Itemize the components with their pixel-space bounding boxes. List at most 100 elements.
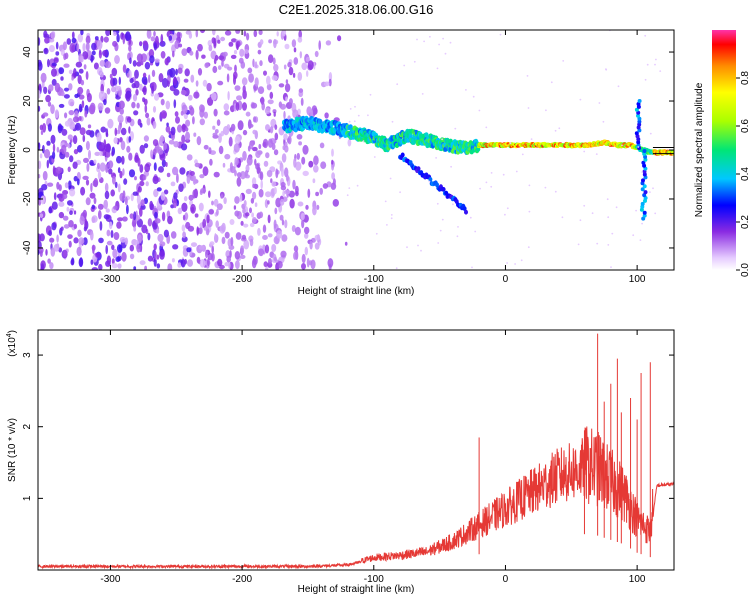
spectrogram-cell [79, 257, 83, 267]
spectrogram-cell [48, 230, 52, 237]
spectrogram-cell [490, 185, 493, 188]
spectrogram-cell [264, 107, 271, 115]
spectrogram-cell [583, 204, 586, 207]
spectrogram-cell [178, 183, 184, 192]
spectrogram-cell [73, 223, 78, 229]
spectrogram-cell [312, 205, 317, 216]
spectrogram-cell [280, 250, 287, 258]
spectrogram-cell [60, 226, 64, 231]
spectrogram-cell [313, 164, 319, 173]
spectrogram-cell [99, 150, 103, 157]
spectrogram-cell [91, 42, 97, 51]
spectrogram-cell [55, 166, 63, 174]
spectrogram-cell [148, 74, 151, 83]
spectrogram-cell [86, 92, 92, 103]
spectrogram-cell [208, 147, 212, 155]
spectrogram-cell [129, 57, 132, 64]
spectrogram-cell [85, 71, 89, 80]
spectrogram-cell [250, 197, 255, 204]
spectrogram-cell [428, 180, 431, 183]
spectrogram-cell [644, 78, 647, 81]
spectrogram-cell [194, 213, 199, 218]
spectrogram-cell [439, 229, 442, 232]
spectrogram-cell [213, 37, 217, 47]
spectrogram-cell [51, 78, 57, 86]
spectrogram-cell [42, 170, 48, 181]
spectrogram-cell [283, 110, 286, 120]
spectrogram-cell [187, 259, 193, 267]
spectrogram-cell [154, 218, 161, 224]
spectrogram-cell [108, 221, 113, 230]
spectrogram-cell [93, 62, 99, 70]
spectrogram-cell [306, 257, 310, 268]
spectrogram-cell [82, 209, 88, 219]
spectrogram-cell [285, 96, 288, 102]
x-tick-label: -100 [364, 274, 384, 285]
spectrogram-cell [150, 36, 156, 42]
spectrogram-cell [213, 198, 219, 207]
spectrogram-cell [281, 234, 288, 242]
spectrogram-cell [144, 104, 148, 113]
spectrogram-cell [139, 83, 143, 91]
spectrogram-cell [188, 32, 193, 39]
spectrogram-x-axis: -300 -200 -100 0 100 [100, 30, 646, 285]
spectrogram-cell [136, 218, 143, 228]
spectrogram-cell [136, 243, 141, 253]
spectrogram-cell [61, 144, 67, 155]
spectrogram-cell [85, 197, 91, 206]
spectrogram-cell [178, 43, 183, 48]
spectrogram-cell [113, 205, 118, 210]
spectrogram-cell [642, 149, 647, 153]
spectrogram-cell [153, 42, 158, 51]
spectrogram-cell [221, 236, 226, 245]
spectrogram-cell [310, 259, 316, 270]
spectrogram-cell [64, 52, 69, 60]
spectrogram-cell [167, 263, 173, 270]
spectrogram-cell [384, 200, 387, 203]
spectrogram-cell [79, 215, 85, 226]
spectrogram-cell [403, 64, 406, 67]
spectrogram-cell [251, 102, 258, 109]
spectrogram-cell [119, 170, 123, 179]
spectrogram-cell [237, 120, 244, 131]
spectrogram-cell [40, 72, 47, 83]
spectrogram-cell [268, 39, 272, 44]
spectrogram-cell [224, 153, 231, 160]
spectrogram-cell [319, 187, 324, 195]
spectrogram-cell [97, 203, 104, 210]
spectrogram-cell [297, 71, 303, 81]
spectrogram-cell [42, 112, 49, 117]
spectrogram-cell [595, 153, 598, 156]
spectrogram-cell [639, 207, 644, 212]
spectrogram-cell [554, 190, 557, 193]
spectrogram-cell [119, 236, 126, 243]
spectrogram-cell [204, 62, 209, 69]
spectrogram-cell [291, 39, 297, 48]
spectrogram-cell [420, 249, 422, 252]
colorbar-tick-label: 0.0 [740, 263, 750, 277]
spectrogram-cell [67, 134, 73, 140]
spectrogram-cell [271, 75, 278, 81]
spectrogram-cell [216, 119, 221, 126]
spectrogram-cell [479, 187, 481, 190]
spectrogram-cell [285, 79, 289, 84]
spectrogram-cell [149, 200, 154, 211]
spectrogram-cell [240, 245, 245, 256]
spectrogram-cell [296, 152, 300, 160]
spectrogram-cell [102, 50, 108, 57]
spectrogram-cell [92, 179, 98, 187]
spectrogram-cell [43, 86, 48, 95]
spectrogram-cell [640, 201, 645, 206]
spectrogram-cell [215, 220, 219, 228]
spectrogram-cell [252, 183, 256, 189]
spectrogram-cell [304, 246, 308, 256]
spectrogram-cell [116, 155, 122, 164]
y-tick-label: 1 [22, 495, 33, 501]
spectrogram-cell [167, 80, 170, 87]
spectrogram-cell [265, 266, 269, 270]
spectrogram-cell [195, 30, 199, 38]
spectrogram-cell [43, 149, 51, 159]
spectrogram-cell [93, 197, 97, 205]
spectrogram-cell [331, 159, 334, 165]
spectrogram-cell [240, 220, 244, 226]
